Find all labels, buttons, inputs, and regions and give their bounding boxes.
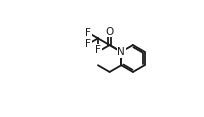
Text: F: F	[85, 39, 91, 49]
Text: F: F	[95, 45, 100, 55]
Text: O: O	[105, 27, 113, 37]
Text: N: N	[117, 47, 124, 57]
Text: F: F	[85, 28, 91, 38]
